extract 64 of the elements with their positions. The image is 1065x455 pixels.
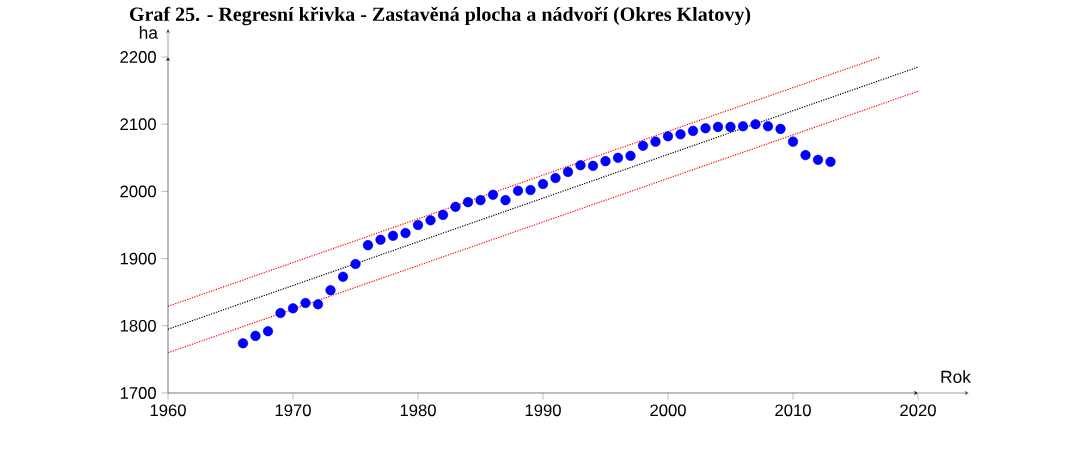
point	[750, 119, 761, 130]
point	[500, 195, 511, 206]
point	[425, 215, 436, 226]
point	[475, 195, 486, 206]
point	[787, 136, 799, 147]
y-axis-title: ha	[139, 26, 158, 39]
point	[412, 219, 424, 231]
y-tick-label: 1700	[120, 387, 156, 399]
point	[775, 123, 786, 134]
point	[725, 121, 736, 132]
point	[650, 136, 661, 147]
point	[275, 307, 286, 319]
point	[737, 121, 749, 132]
point	[450, 201, 461, 212]
point	[687, 125, 699, 136]
point	[825, 156, 836, 167]
chart-title: Graf 25. - Regresní křivka - Zastavěná plocha a nádvoří (Okres Klatovy)	[129, 6, 751, 26]
x-axis-title: Rok	[941, 370, 971, 383]
point	[375, 234, 386, 245]
point	[350, 258, 361, 270]
point	[625, 150, 636, 161]
point	[337, 271, 349, 282]
point	[312, 299, 324, 310]
point	[637, 140, 649, 151]
x-tick-label: 2010	[775, 404, 811, 417]
point	[612, 152, 624, 163]
point	[600, 156, 611, 167]
point	[237, 338, 249, 349]
point	[262, 326, 274, 337]
point	[712, 121, 724, 132]
point	[487, 189, 499, 200]
point	[300, 297, 311, 309]
x-tick-label: 1970	[275, 404, 311, 417]
point	[400, 228, 411, 239]
x-tick-label: 1980	[400, 404, 436, 417]
y-tick-label: 1900	[120, 252, 156, 265]
point	[387, 230, 399, 241]
point	[462, 197, 474, 208]
point	[537, 178, 549, 190]
x-tick-label: 2020	[900, 404, 936, 417]
point	[812, 154, 824, 165]
point	[362, 240, 374, 251]
point	[437, 209, 449, 220]
point	[587, 160, 599, 171]
point	[512, 185, 524, 196]
point	[700, 123, 711, 134]
point	[250, 330, 261, 341]
point	[287, 303, 299, 314]
y-tick-label: 2000	[120, 185, 156, 198]
point	[575, 160, 586, 171]
x-tick-label: 1990	[525, 404, 561, 417]
point	[675, 129, 686, 140]
point	[662, 131, 674, 142]
x-tick-label: 2000	[650, 404, 686, 417]
y-tick-label: 2200	[120, 51, 156, 63]
point	[800, 150, 811, 161]
point	[550, 172, 561, 184]
point	[525, 184, 536, 196]
point	[325, 285, 336, 296]
y-tick-label: 2100	[120, 118, 156, 131]
y-tick-label: 1800	[120, 319, 156, 332]
point	[762, 121, 774, 132]
x-tick-label: 1960	[150, 404, 186, 417]
point	[562, 166, 574, 177]
